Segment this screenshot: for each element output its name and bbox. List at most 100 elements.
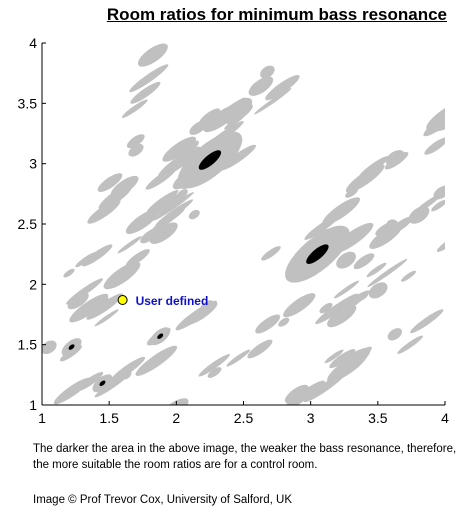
gray-cell: [304, 372, 346, 403]
gray-cell: [140, 227, 161, 244]
chart-title: Room ratios for minimum bass resonance: [106, 5, 447, 24]
x-tick-label: 1.5: [99, 410, 119, 426]
gray-cell: [199, 108, 221, 124]
gray-cell: [247, 339, 273, 359]
gray-cell: [82, 244, 113, 267]
gray-cell: [155, 199, 194, 227]
x-tick-label: 4: [441, 410, 449, 426]
gray-cell: [121, 99, 148, 118]
gray-cell: [248, 76, 274, 96]
gray-cell: [336, 347, 371, 374]
gray-cell: [189, 121, 207, 135]
gray-cell: [336, 251, 356, 269]
x-tick-label: 3: [307, 410, 315, 426]
y-tick-label: 2: [29, 276, 37, 292]
gray-cell: [424, 137, 445, 155]
gray-cell: [254, 88, 292, 115]
best-region: [99, 380, 106, 387]
best-region-layer: [68, 150, 329, 387]
gray-cell: [135, 345, 178, 376]
gray-cell: [426, 102, 445, 131]
best-region: [68, 344, 75, 350]
gray-cell: [284, 384, 309, 404]
gray-cell: [329, 349, 356, 369]
gray-cell: [126, 134, 145, 149]
gray-cell: [145, 166, 178, 190]
gray-cell: [345, 187, 359, 198]
gray-cell: [180, 140, 199, 155]
gray-cell: [414, 194, 442, 214]
y-tick-label: 4: [29, 35, 37, 51]
gray-cell: [353, 253, 375, 270]
gray-cell: [408, 206, 430, 224]
gray-cell: [63, 268, 75, 278]
gray-cell: [304, 214, 341, 240]
gray-cell: [125, 249, 150, 267]
gray-cell: [87, 295, 109, 313]
gray-cell: [255, 314, 281, 334]
y-tick-label: 2.5: [18, 216, 38, 232]
gray-cell: [367, 258, 408, 288]
gray-cell: [387, 328, 402, 341]
gray-cell: [231, 97, 253, 115]
y-tick-label: 3.5: [18, 95, 38, 111]
gray-cell: [358, 155, 390, 178]
gray-cell: [153, 191, 194, 221]
image-credit: Image © Prof Trevor Cox, University of S…: [33, 494, 293, 506]
gray-cell: [198, 354, 230, 377]
x-tick-label: 2: [172, 410, 180, 426]
best-region: [157, 333, 164, 339]
gray-cell: [98, 185, 132, 210]
gray-cell: [103, 261, 141, 290]
x-tick-label: 1: [38, 410, 46, 426]
gray-cell: [397, 335, 424, 354]
chart-svg: 1 1.5 2 2.5 3 3.5 4 1 1.5 2 2.5 3 3.5 4 User defined: [18, 35, 450, 426]
best-region: [306, 244, 329, 264]
gray-cell: [117, 236, 142, 254]
gray-cell: [220, 144, 256, 171]
plot-background: [42, 43, 445, 405]
gray-cell: [53, 377, 91, 405]
gray-cell: [137, 43, 168, 67]
gray-cell: [324, 349, 344, 364]
gray-cell: [128, 143, 144, 157]
gray-cell: [375, 222, 393, 236]
gray-cell: [203, 104, 241, 133]
axis-ticks: 1 1.5 2 2.5 3 3.5 4 1 1.5 2 2.5 3 3.5 4: [18, 35, 450, 426]
x-tick-label: 3.5: [368, 410, 388, 426]
user-defined-marker[interactable]: [117, 295, 128, 306]
gray-cell: [327, 304, 357, 328]
y-tick-label: 3: [29, 156, 37, 172]
y-tick-label: 1.5: [18, 337, 38, 353]
gray-cell: [261, 246, 281, 261]
gray-cell: [207, 367, 222, 378]
gray-cell: [66, 278, 103, 305]
marker-label: User defined: [136, 294, 209, 308]
gray-cell: [260, 65, 275, 79]
caption-text: The darker the area in the above image, …: [33, 443, 457, 471]
gray-cell: [160, 398, 189, 405]
gray-cell: [410, 309, 444, 334]
gray-cell: [283, 293, 316, 318]
gray-cell: [42, 340, 57, 355]
gray-cell: [368, 282, 388, 299]
gray-cell: [278, 317, 290, 327]
gray-cell: [333, 280, 360, 299]
gray-cell: [177, 189, 188, 198]
gray-cell: [130, 81, 161, 104]
gray-cell: [436, 235, 445, 252]
gray-cell: [366, 262, 387, 278]
best-region: [198, 150, 222, 170]
gray-cell: [87, 199, 121, 224]
gray-cell: [147, 194, 180, 218]
gray-cell: [188, 209, 200, 220]
gray-cell: [67, 292, 89, 310]
gray-cell: [129, 64, 169, 93]
y-tick-label: 1: [29, 397, 37, 413]
gray-cell: [265, 75, 300, 101]
gray-cell: [385, 150, 405, 167]
marker-layer: User defined: [117, 294, 209, 308]
gray-cell: [200, 300, 214, 311]
x-tick-label: 2.5: [234, 410, 254, 426]
gray-cell: [357, 292, 369, 302]
